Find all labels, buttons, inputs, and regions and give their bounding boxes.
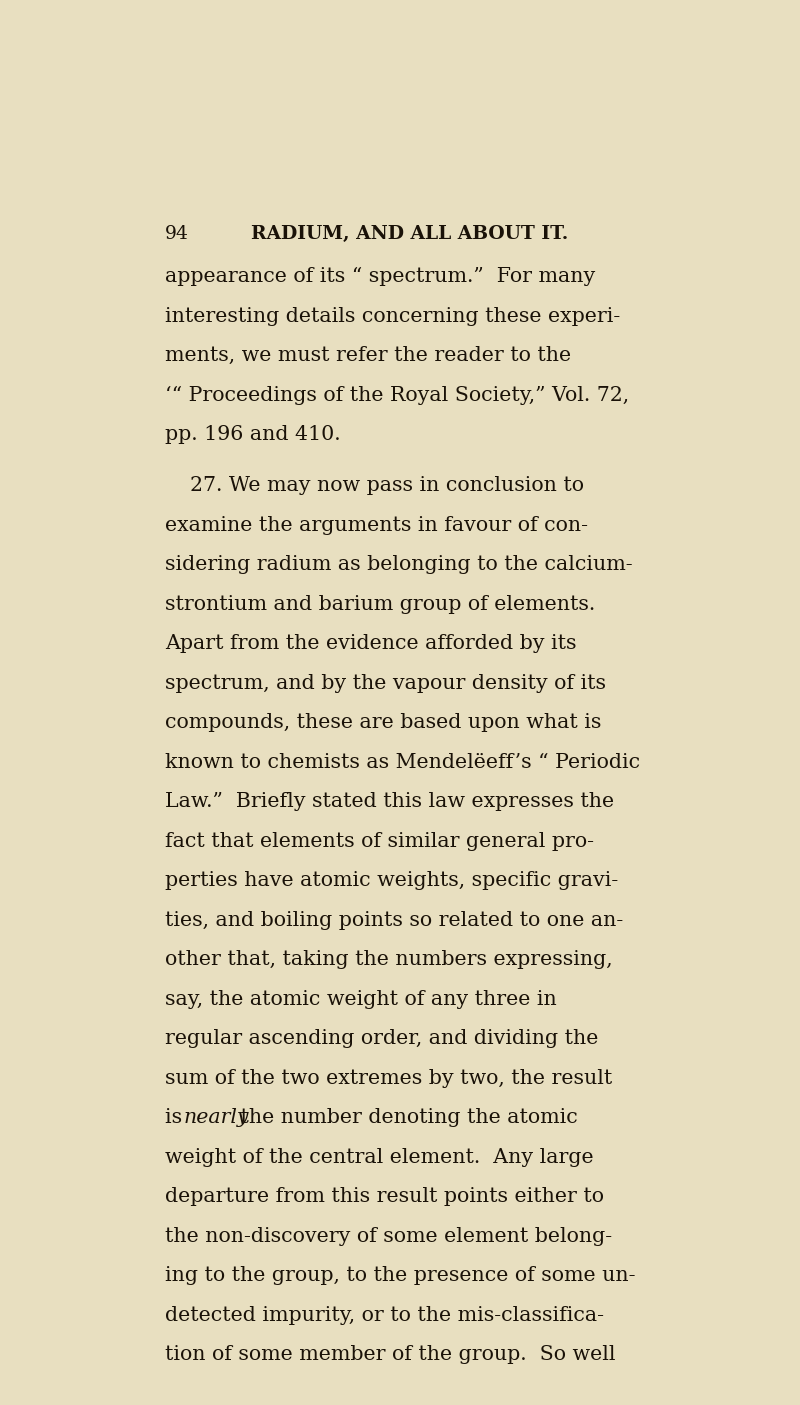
Text: known to chemists as Mendelëeff’s “ Periodic: known to chemists as Mendelëeff’s “ Peri…: [165, 753, 640, 771]
Text: ing to the group, to the presence of some un-: ing to the group, to the presence of som…: [165, 1266, 636, 1286]
Text: is: is: [165, 1109, 189, 1127]
Text: sidering radium as belonging to the calcium-: sidering radium as belonging to the calc…: [165, 555, 633, 575]
Text: 94: 94: [165, 225, 189, 243]
Text: appearance of its “ spectrum.”  For many: appearance of its “ spectrum.” For many: [165, 267, 595, 287]
Text: detected impurity, or to the mis-classifica-: detected impurity, or to the mis-classif…: [165, 1305, 604, 1325]
Text: ties, and boiling points so related to one an-: ties, and boiling points so related to o…: [165, 910, 623, 930]
Text: sum of the two extremes by two, the result: sum of the two extremes by two, the resu…: [165, 1069, 612, 1087]
Text: say, the atomic weight of any three in: say, the atomic weight of any three in: [165, 989, 557, 1009]
Text: ‘“ Proceedings of the Royal Society,” Vol. 72,: ‘“ Proceedings of the Royal Society,” Vo…: [165, 385, 630, 405]
Text: nearly: nearly: [183, 1109, 249, 1127]
Text: the number denoting the atomic: the number denoting the atomic: [234, 1109, 578, 1127]
Text: pp. 196 and 410.: pp. 196 and 410.: [165, 426, 341, 444]
Text: ments, we must refer the reader to the: ments, we must refer the reader to the: [165, 346, 571, 365]
Text: examine the arguments in favour of con-: examine the arguments in favour of con-: [165, 516, 588, 535]
Text: departure from this result points either to: departure from this result points either…: [165, 1187, 604, 1207]
Text: RADIUM, AND ALL ABOUT IT.: RADIUM, AND ALL ABOUT IT.: [251, 225, 569, 243]
Text: interesting details concerning these experi-: interesting details concerning these exp…: [165, 306, 620, 326]
Text: fact that elements of similar general pro-: fact that elements of similar general pr…: [165, 832, 594, 851]
Text: 27. We may now pass in conclusion to: 27. We may now pass in conclusion to: [190, 476, 584, 496]
Text: spectrum, and by the vapour density of its: spectrum, and by the vapour density of i…: [165, 674, 606, 693]
Text: tion of some member of the group.  So well: tion of some member of the group. So wel…: [165, 1345, 616, 1364]
Text: regular ascending order, and dividing the: regular ascending order, and dividing th…: [165, 1030, 598, 1048]
Text: weight of the central element.  Any large: weight of the central element. Any large: [165, 1148, 594, 1166]
Text: other that, taking the numbers expressing,: other that, taking the numbers expressin…: [165, 950, 613, 969]
Text: strontium and barium group of elements.: strontium and barium group of elements.: [165, 594, 595, 614]
Text: Law.”  Briefly stated this law expresses the: Law.” Briefly stated this law expresses …: [165, 792, 614, 811]
Text: perties have atomic weights, specific gravi-: perties have atomic weights, specific gr…: [165, 871, 618, 891]
Text: the non-discovery of some element belong-: the non-discovery of some element belong…: [165, 1227, 612, 1246]
Text: Apart from the evidence afforded by its: Apart from the evidence afforded by its: [165, 635, 577, 653]
Text: compounds, these are based upon what is: compounds, these are based upon what is: [165, 714, 602, 732]
